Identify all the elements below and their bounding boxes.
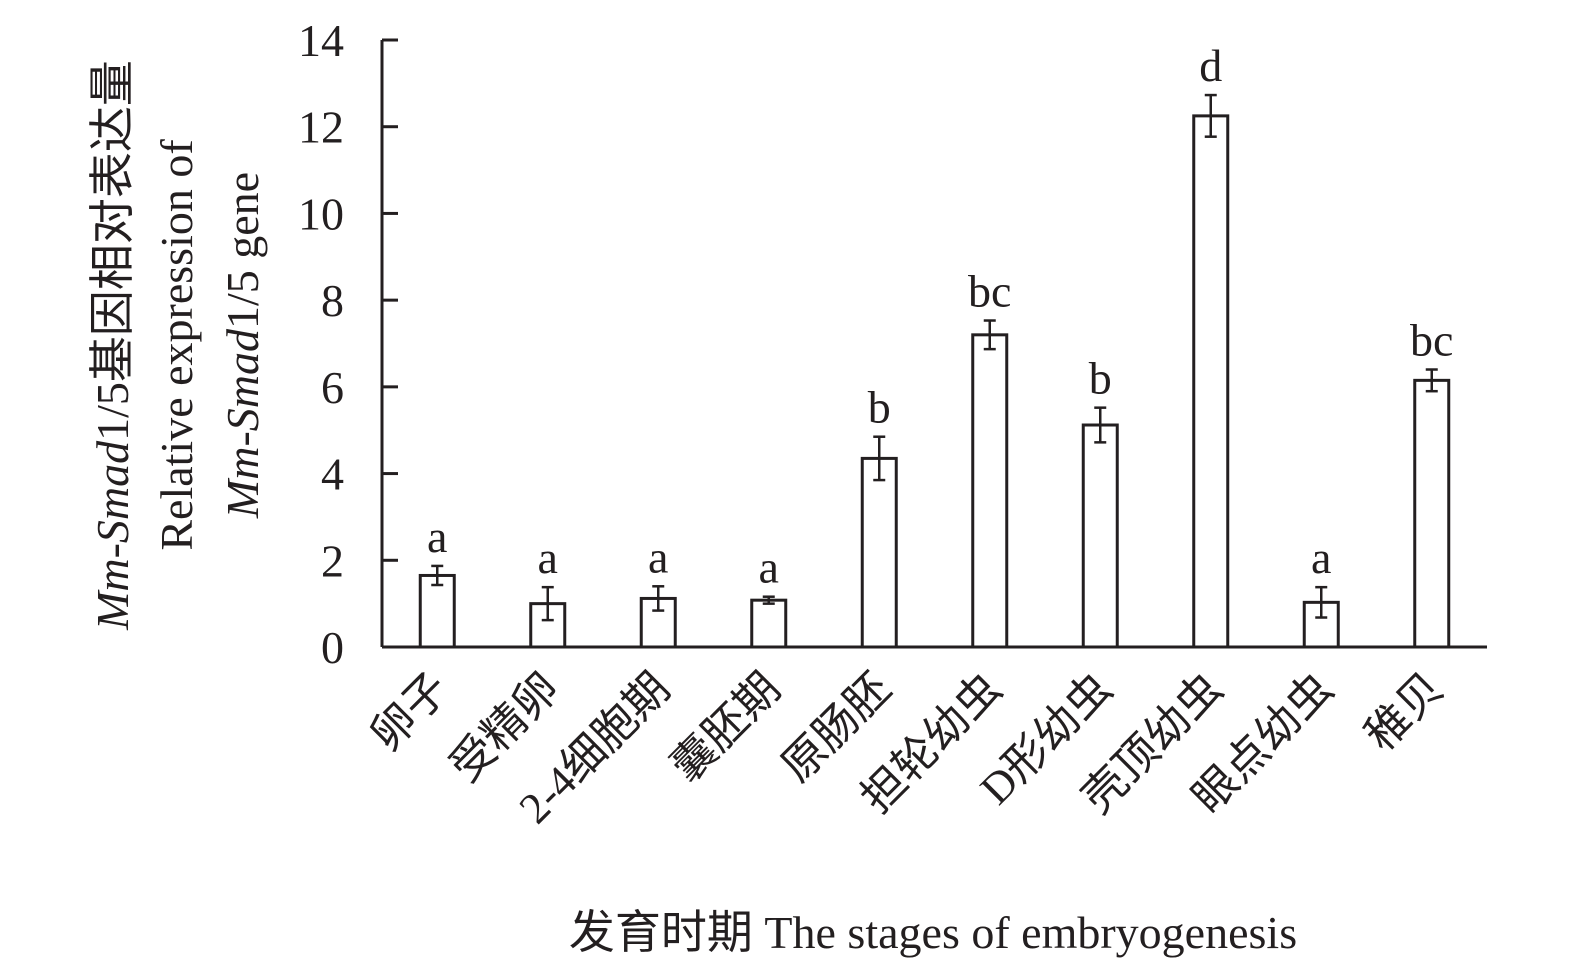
bar bbox=[1413, 378, 1451, 649]
y-tick-label: 4 bbox=[321, 449, 344, 500]
error-bar bbox=[541, 585, 554, 622]
y-axis-title-line-1-italic: Mm-Smad bbox=[87, 440, 138, 631]
bar bbox=[1081, 423, 1119, 649]
y-tick-label: 6 bbox=[321, 362, 344, 413]
x-category-label: 囊胚期 bbox=[662, 663, 790, 791]
y-axis-title-line-3-italic: Mm-Smad bbox=[217, 328, 268, 519]
significance-label: d bbox=[1199, 40, 1222, 91]
x-category-label: 稚贝 bbox=[1356, 663, 1453, 760]
y-tick-label: 10 bbox=[298, 188, 344, 239]
x-category-label: 卵子 bbox=[361, 663, 458, 760]
error-bar bbox=[1315, 585, 1328, 619]
significance-label: a bbox=[759, 542, 779, 593]
error-bar bbox=[652, 585, 665, 612]
significance-label: a bbox=[427, 511, 447, 562]
significance-label: a bbox=[1311, 532, 1331, 583]
y-axis-title-line-3-rest: 1/5 gene bbox=[217, 172, 268, 329]
error-bar bbox=[431, 564, 444, 587]
bar bbox=[971, 333, 1009, 649]
error-bar bbox=[762, 595, 775, 605]
bar bbox=[860, 456, 898, 649]
y-axis-title-line-1-rest: 1/5基因相对表达量 bbox=[87, 60, 138, 441]
error-bar bbox=[1094, 406, 1107, 444]
y-tick-label: 12 bbox=[298, 102, 344, 153]
error-bar bbox=[1204, 93, 1217, 138]
x-axis-title: 发育时期 The stages of embryogenesis bbox=[569, 907, 1297, 958]
y-axis-title-line-1: Mm-Smad1/5基因相对表达量 bbox=[87, 60, 138, 631]
bar bbox=[1192, 114, 1230, 649]
y-tick-label: 8 bbox=[321, 275, 344, 326]
y-axis-title-line-2: Relative expression of bbox=[151, 139, 202, 551]
y-axis-title-line-3: Mm-Smad1/5 gene bbox=[217, 172, 268, 519]
significance-label: b bbox=[1089, 353, 1112, 404]
error-bar bbox=[873, 435, 886, 482]
significance-label: bc bbox=[1410, 315, 1453, 366]
significance-label: a bbox=[648, 531, 668, 582]
error-bar bbox=[983, 319, 996, 351]
significance-label: b bbox=[868, 382, 891, 433]
y-axis-ticks: 0 2 4 6 8 10 12 14 bbox=[298, 15, 398, 673]
significance-label: a bbox=[538, 532, 558, 583]
bars-group: a a a a b bc b d a bc bbox=[418, 40, 1453, 649]
y-tick-label: 14 bbox=[298, 15, 344, 66]
y-tick-label: 2 bbox=[321, 535, 344, 586]
bar bbox=[750, 598, 788, 649]
significance-label: bc bbox=[968, 266, 1011, 317]
error-bar bbox=[1425, 368, 1438, 393]
y-axis-title: Mm-Smad1/5基因相对表达量 Relative expression of… bbox=[87, 60, 268, 631]
y-tick-label: 0 bbox=[321, 622, 344, 673]
